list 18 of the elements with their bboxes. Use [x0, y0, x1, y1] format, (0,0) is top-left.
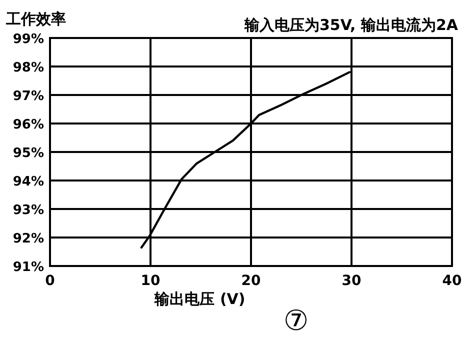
x-tick-label: 40: [442, 273, 462, 289]
chart-title: 输入电压为35V, 输出电流为2A: [243, 16, 458, 34]
y-tick-label: 96%: [12, 118, 44, 132]
x-tick-label: 20: [241, 273, 261, 289]
x-tick-label: 0: [45, 273, 56, 289]
y-tick-label: 94%: [12, 174, 44, 190]
x-tick-label: 10: [140, 273, 160, 289]
y-tick-label: 92%: [12, 232, 44, 246]
y-tick-label: 95%: [12, 146, 44, 161]
y-tick-label: 93%: [12, 203, 44, 218]
y-tick-label: 97%: [12, 89, 44, 104]
y-axis-title: 工作效率: [5, 10, 66, 28]
y-tick-label: 98%: [12, 60, 44, 76]
x-tick-label: 30: [342, 273, 362, 289]
x-axis-title: 输出电压 (V): [154, 290, 246, 308]
y-tick-label: 91%: [12, 260, 44, 275]
text: ⑦: [283, 304, 309, 337]
y-tick-label: 99%: [12, 32, 44, 47]
